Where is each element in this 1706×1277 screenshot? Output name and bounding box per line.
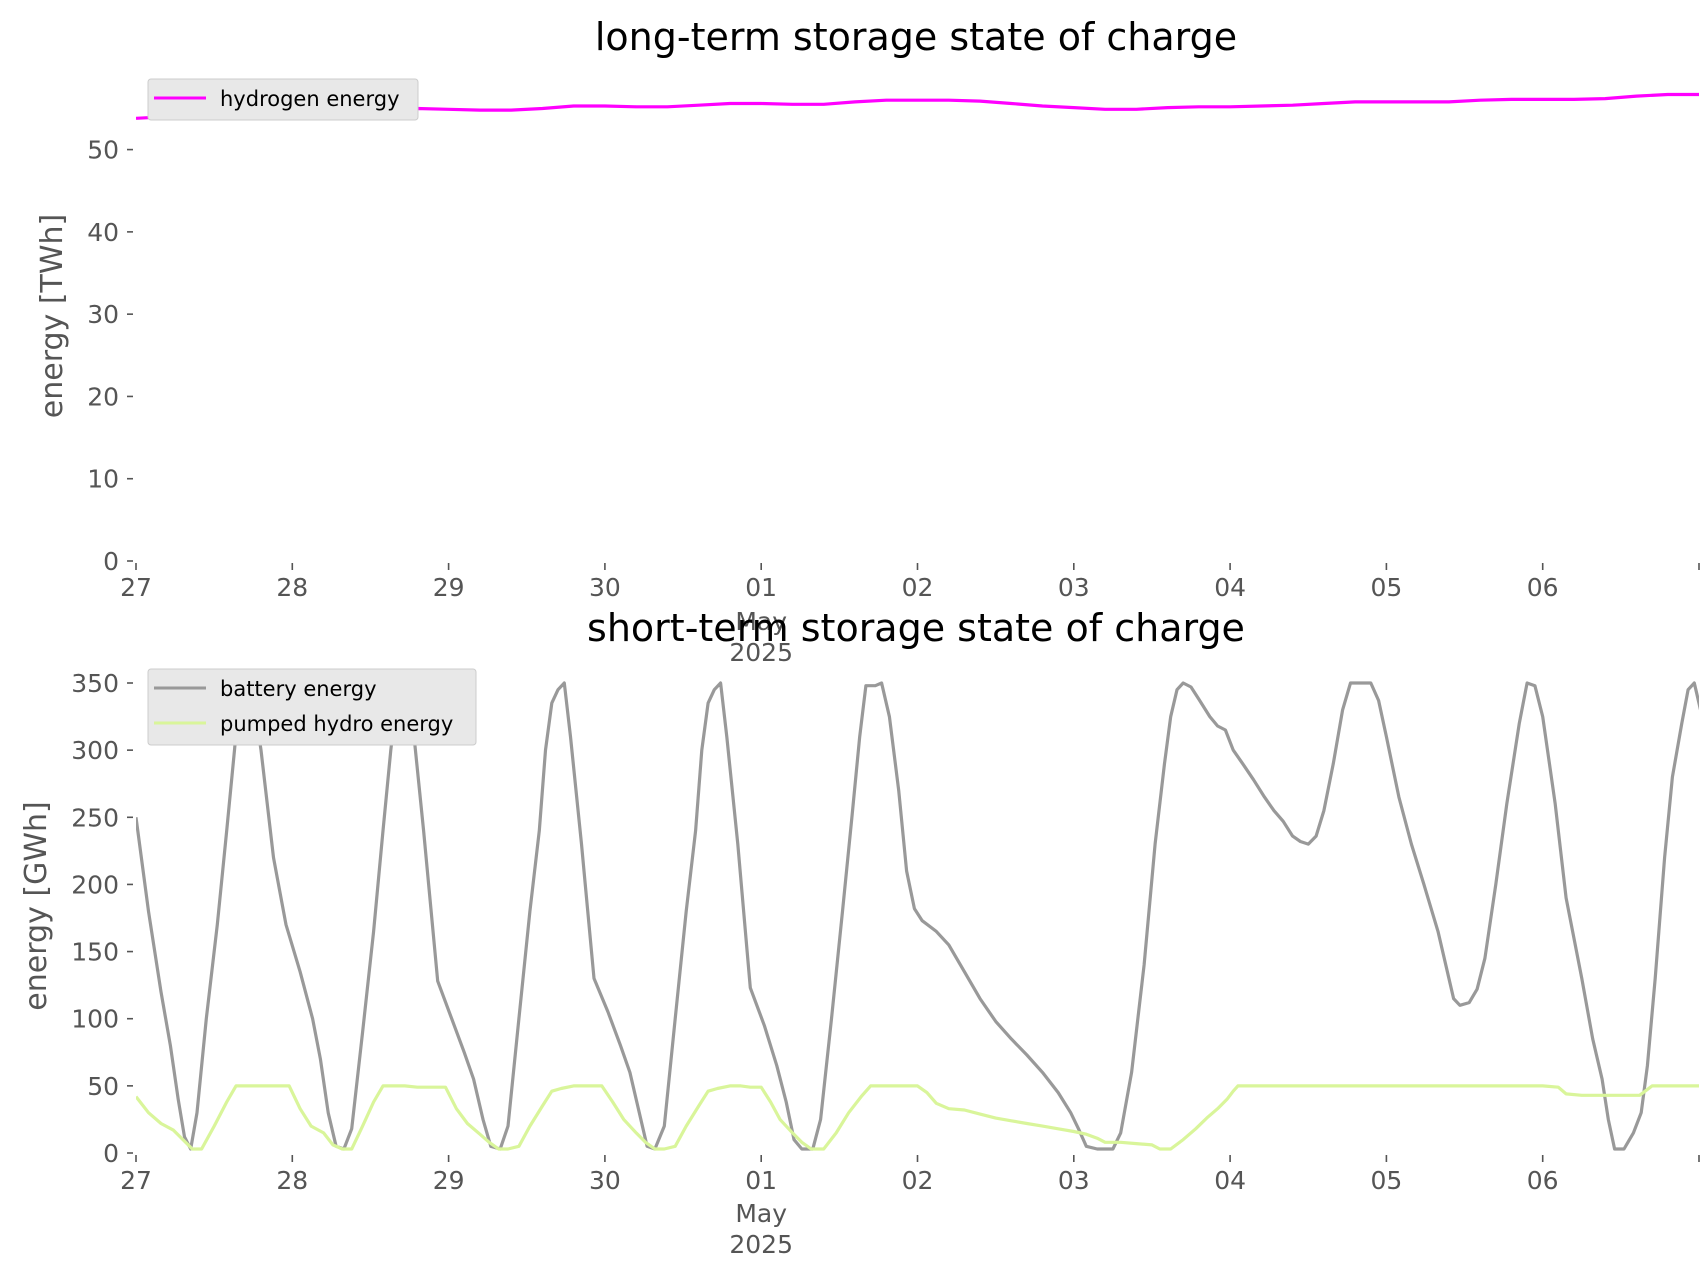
chart-title: long-term storage state of charge <box>595 15 1237 59</box>
legend: hydrogen energy <box>147 78 419 121</box>
x-tick-label: 01 <box>745 573 777 602</box>
x-tick-year-label: 2025 <box>729 1230 793 1259</box>
x-tick-label: 02 <box>902 1166 934 1195</box>
y-tick-label: 10 <box>87 465 119 494</box>
x-tick-label: 06 <box>1527 573 1559 602</box>
plot-area <box>136 681 1699 1151</box>
y-tick-label: 50 <box>87 1072 119 1101</box>
y-tick-label: 50 <box>87 136 119 165</box>
x-tick-label: 05 <box>1370 573 1402 602</box>
y-tick-label: 150 <box>71 938 119 967</box>
legend-label-battery: battery energy <box>220 677 377 701</box>
y-tick-label: 40 <box>87 218 119 247</box>
x-tick-label: 01 <box>745 1166 777 1195</box>
legend-label-hydrogen: hydrogen energy <box>220 87 400 111</box>
x-tick-label: 29 <box>433 1166 465 1195</box>
x-tick-label: 06 <box>1527 1166 1559 1195</box>
series-line-pumped-hydro-energy <box>136 1084 1699 1151</box>
x-tick-label: 04 <box>1214 1166 1246 1195</box>
x-tick-label: 02 <box>902 573 934 602</box>
y-axis-label: energy [GWh] <box>19 801 54 1010</box>
y-tick-label: 200 <box>71 870 119 899</box>
y-tick-label: 100 <box>71 1005 119 1034</box>
x-tick-label: 28 <box>276 1166 308 1195</box>
x-tick-label: 05 <box>1370 1166 1402 1195</box>
x-tick-month-label: May <box>735 1199 787 1228</box>
chart-title: short-term storage state of charge <box>587 606 1245 650</box>
legend-box <box>147 668 477 746</box>
x-tick-label: 03 <box>1058 573 1090 602</box>
legend: battery energy pumped hydro energy <box>147 668 477 746</box>
x-tick-year-label: 2025 <box>729 638 793 667</box>
x-tick-label: 04 <box>1214 573 1246 602</box>
short-term-chart: short-term storage state of charge energ… <box>19 606 1700 1259</box>
y-axis-label: energy [TWh] <box>35 214 70 418</box>
x-tick-label: 29 <box>433 573 465 602</box>
y-axis: 0 10 20 30 40 50 <box>87 136 133 576</box>
y-tick-label: 0 <box>103 1139 119 1168</box>
x-tick-label: 27 <box>120 1166 152 1195</box>
series-line-battery-energy <box>136 681 1699 1151</box>
long-term-chart: long-term storage state of charge energy… <box>35 15 1700 667</box>
x-tick-label: 30 <box>589 573 621 602</box>
legend-box <box>147 78 419 121</box>
x-tick-label: 30 <box>589 1166 621 1195</box>
y-tick-label: 350 <box>71 669 119 698</box>
x-tick-month-label: May <box>735 607 787 636</box>
legend-label-pumped-hydro: pumped hydro energy <box>220 712 453 736</box>
y-tick-label: 0 <box>103 547 119 576</box>
y-axis: 0 50 100 150 200 250 300 350 <box>71 669 133 1168</box>
x-tick-label: 27 <box>120 573 152 602</box>
y-tick-label: 20 <box>87 382 119 411</box>
y-tick-label: 250 <box>71 803 119 832</box>
x-tick-label: 28 <box>276 573 308 602</box>
x-tick-label: 03 <box>1058 1166 1090 1195</box>
y-tick-label: 300 <box>71 736 119 765</box>
y-tick-label: 30 <box>87 300 119 329</box>
